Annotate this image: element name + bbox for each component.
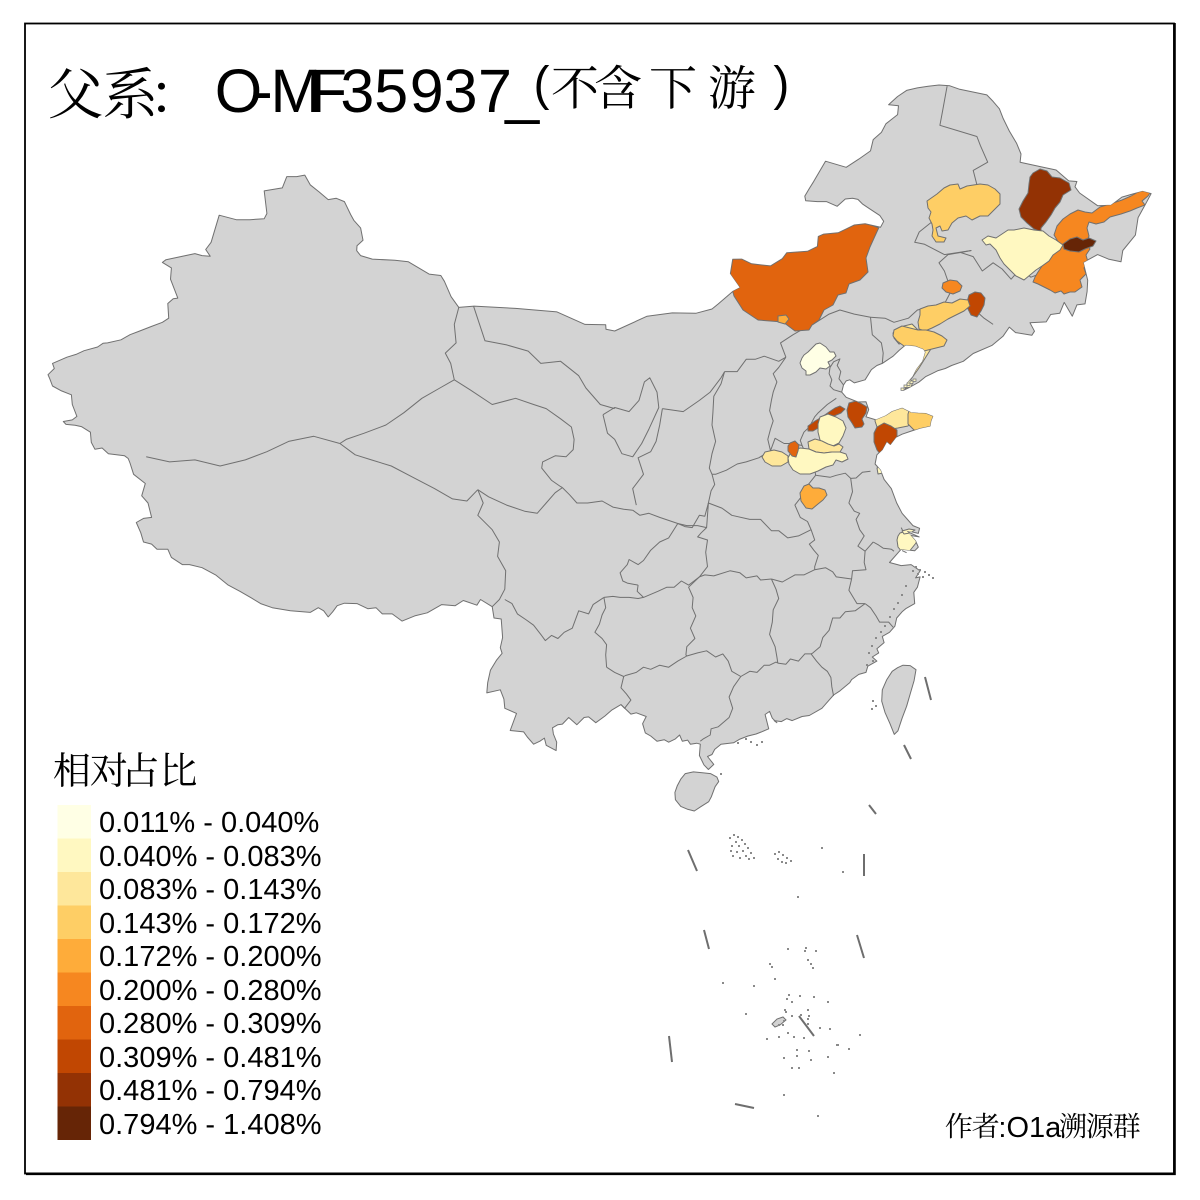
svg-text:0.143% - 0.172%: 0.143% - 0.172% bbox=[99, 908, 321, 940]
svg-text:0.481% - 0.794%: 0.481% - 0.794% bbox=[99, 1075, 321, 1107]
svg-text:O-MF35937_: O-MF35937_ bbox=[215, 57, 541, 125]
svg-text:0.200% - 0.280%: 0.200% - 0.280% bbox=[99, 975, 321, 1007]
svg-text::O1a: :O1a bbox=[998, 1112, 1062, 1144]
svg-text:0.040% - 0.083%: 0.040% - 0.083% bbox=[99, 841, 321, 873]
svg-text:0.083% - 0.143%: 0.083% - 0.143% bbox=[99, 874, 321, 906]
svg-text:0.309% - 0.481%: 0.309% - 0.481% bbox=[99, 1042, 321, 1074]
svg-text:0.794% - 1.408%: 0.794% - 1.408% bbox=[99, 1109, 321, 1141]
svg-text:0.280% - 0.309%: 0.280% - 0.309% bbox=[99, 1008, 321, 1040]
svg-text:0.011% - 0.040%: 0.011% - 0.040% bbox=[99, 807, 319, 839]
svg-text:0.172% - 0.200%: 0.172% - 0.200% bbox=[99, 941, 321, 973]
